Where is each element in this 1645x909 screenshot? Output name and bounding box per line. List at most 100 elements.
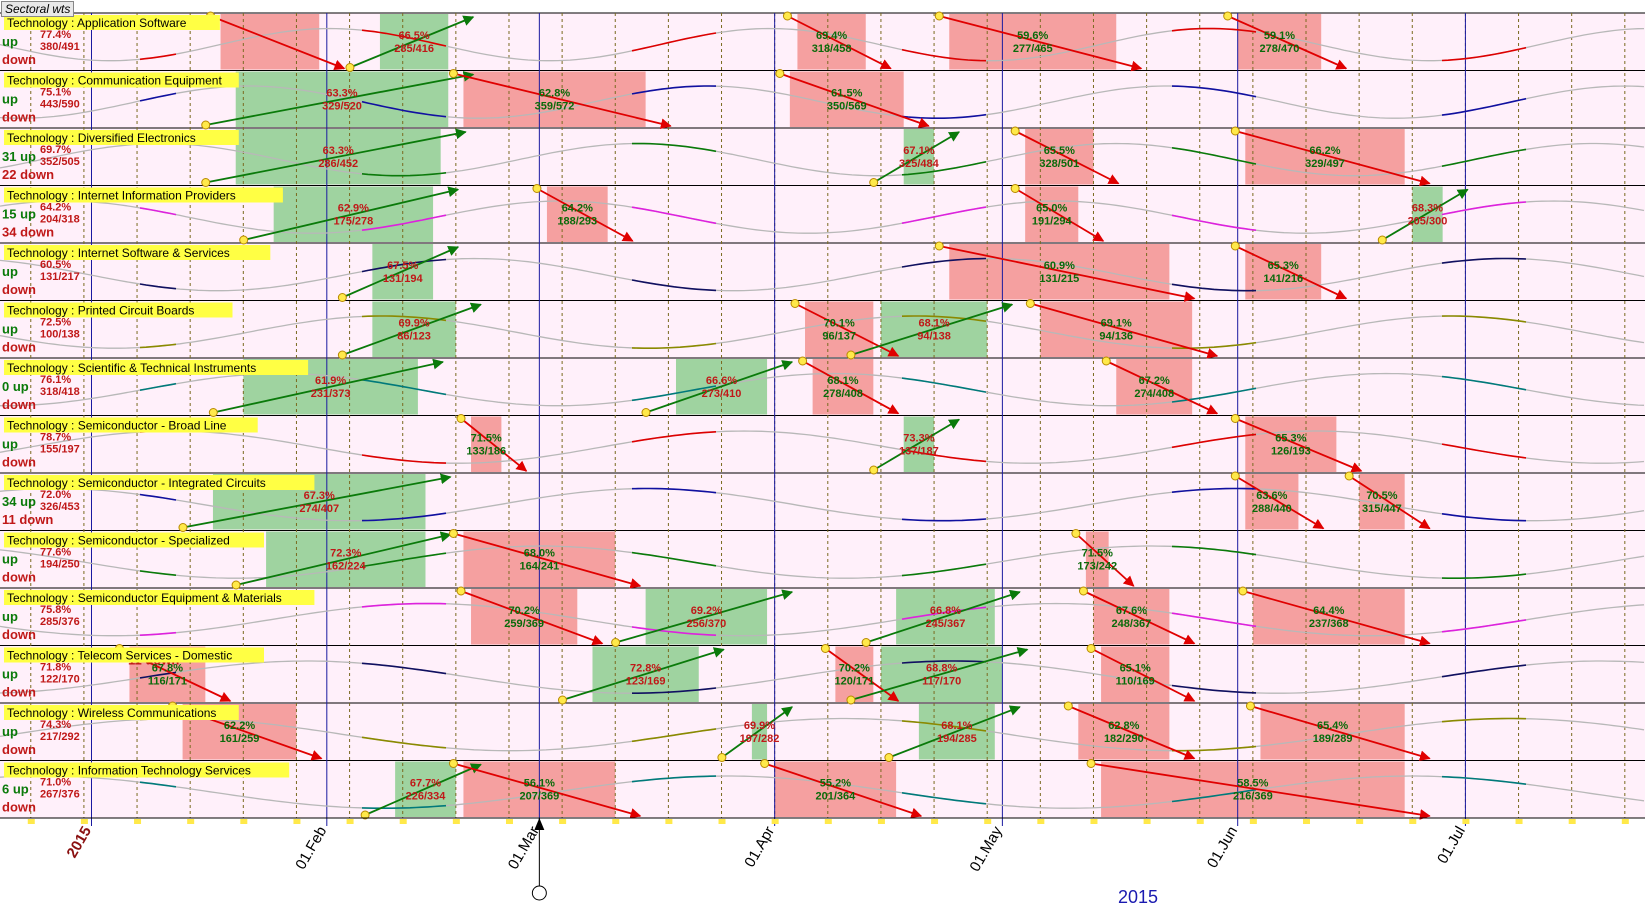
sector-line [0, 487, 1645, 522]
zone-count-label: 226/334 [406, 791, 447, 803]
week-tick [771, 819, 779, 824]
pivot-marker [1071, 529, 1081, 538]
pivot-marker [782, 11, 792, 21]
signal-arrow-up [873, 418, 960, 471]
pivot-marker [861, 638, 871, 647]
week-tick [505, 819, 513, 824]
panel-title-bg [4, 302, 233, 318]
left-pct-label: 72.0% [40, 489, 71, 501]
signal-arrow-down [939, 245, 1196, 302]
left-pct-label: 77.4% [40, 29, 71, 41]
up-count-label: up [2, 437, 18, 452]
zone-pct-label: 64.4% [1313, 605, 1344, 617]
signal-arrow-up [213, 358, 444, 414]
panel-title-bg [4, 705, 239, 720]
pivot-marker [1245, 701, 1255, 711]
sector-line [0, 545, 1645, 579]
signal-arrow-down [1234, 417, 1363, 473]
pivot-marker [345, 63, 355, 72]
zone-count-label: 259/369 [504, 618, 544, 630]
signal-arrow-up [850, 646, 1029, 701]
week-tick [1568, 819, 1576, 824]
zone-pct-label: 69.2% [691, 605, 722, 617]
zone-pct-label: 69.9% [744, 720, 775, 732]
week-tick [1090, 819, 1098, 824]
zone-count-label: 131/215 [1039, 273, 1079, 285]
left-count-label: 131/217 [40, 271, 80, 283]
signal-arrow-down [779, 72, 930, 128]
up-count-label: up [2, 552, 18, 567]
zone-pct-label: 68.1% [941, 720, 972, 732]
signal-arrow-down [787, 15, 892, 70]
panel-title: Technology : Semiconductor - Broad Line [7, 419, 227, 433]
panel-title: Technology : Internet Information Provid… [7, 189, 236, 203]
zone-pct-label: 62.2% [224, 720, 255, 732]
pivot-marker [1223, 11, 1233, 21]
signal-arrow-down [1014, 130, 1120, 185]
sector-line-highlight [139, 85, 1527, 119]
zone-pct-label: 62.9% [338, 203, 369, 215]
week-tick [1037, 819, 1045, 824]
down-count-label: down [2, 282, 36, 297]
pivot-marker [934, 241, 944, 251]
left-count-label: 122/170 [40, 674, 80, 686]
zone-pct-label: 65.0% [1036, 203, 1067, 215]
pivot-marker [798, 356, 808, 366]
pivot-marker [1010, 184, 1020, 193]
zone-pct-label: 67.7% [410, 778, 441, 790]
signal-arrow-up [721, 706, 793, 759]
left-pct-label: 77.6% [40, 547, 71, 559]
zone-count-label: 123/169 [626, 676, 666, 688]
panel-title: Technology : Telecom Services - Domestic [7, 649, 232, 663]
signal-arrow-down [460, 590, 604, 646]
sector-line-highlight [139, 315, 1527, 349]
panel-title: Technology : Semiconductor - Specialized [7, 534, 230, 548]
pivot-marker [456, 586, 466, 596]
panel-title: Technology : Communication Equipment [7, 74, 222, 88]
zone-count-label: 274/407 [299, 503, 339, 515]
signal-arrow-down [453, 72, 672, 129]
x-tick-label: 2015 [64, 824, 95, 861]
pivot-marker [448, 529, 458, 538]
down-count-label: down [2, 340, 36, 355]
zone-down [805, 301, 874, 357]
pivot-marker [1230, 414, 1240, 423]
signal-arrow-down [802, 360, 900, 415]
pivot-marker [1344, 471, 1354, 481]
down-count-label: down [2, 800, 36, 815]
zone-pct-label: 72.3% [330, 548, 361, 560]
down-count-label: 22 down [2, 167, 54, 182]
left-pct-label: 75.1% [40, 87, 71, 99]
up-count-label: 0 up [2, 379, 29, 394]
pivot-marker [884, 753, 894, 762]
x-axis: 2015 01.Feb 01.Mar 01.Apr 01.May 01.Jun 01.Jul… [0, 817, 1645, 907]
sector-lines [0, 27, 1645, 809]
signal-arrow-up [205, 128, 467, 184]
left-count-label: 380/491 [40, 41, 80, 53]
left-pct-label: 64.2% [40, 202, 71, 214]
pivot-marker [201, 120, 211, 130]
zone-pct-label: 60.9% [1044, 260, 1075, 272]
zone-count-label: 197/282 [740, 733, 780, 745]
sector-line-highlight [139, 602, 1527, 636]
sector-line [0, 85, 1645, 119]
pivot-marker [775, 69, 785, 78]
signal-arrow-down [453, 762, 642, 819]
signal-arrow-up [850, 302, 1014, 356]
pivot-marker [869, 465, 879, 475]
zone-count-label: 359/572 [535, 101, 575, 113]
down-count-label: down [2, 742, 36, 757]
zone-count-label: 137/187 [899, 446, 939, 458]
zone-pct-label: 66.2% [1309, 145, 1340, 157]
week-tick [931, 819, 939, 824]
week-tick [27, 819, 35, 824]
sector-line-highlight [139, 201, 1527, 231]
up-count-label: up [2, 667, 18, 682]
left-count-label: 443/590 [40, 99, 80, 111]
zone-pct-label: 72.8% [630, 663, 661, 675]
left-pct-label: 60.5% [40, 259, 71, 271]
zone-count-label: 288/440 [1252, 503, 1292, 515]
signal-arrow-up [865, 589, 1021, 644]
panel-title: Technology : Information Technology Serv… [7, 764, 251, 778]
window-title: Sectoral wts [1, 1, 75, 17]
